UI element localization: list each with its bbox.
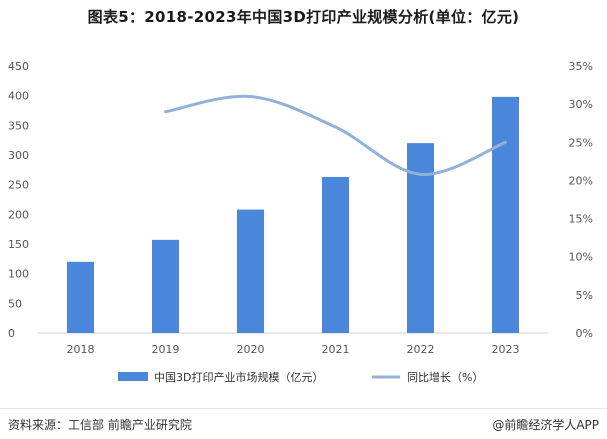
- legend-line-label: 同比增长（%）: [407, 370, 483, 384]
- x-tick-label: 2022: [407, 343, 435, 356]
- left-tick-label: 0: [8, 327, 15, 340]
- source-note: 资料来源：工信部 前瞻产业研究院: [8, 418, 192, 432]
- x-tick-label: 2018: [67, 343, 95, 356]
- x-axis-ticks: 2018 2019 2020 2021 2022 2023: [67, 343, 520, 356]
- bar: [237, 209, 264, 333]
- bar: [492, 96, 519, 333]
- bar: [67, 261, 94, 333]
- line-series: [164, 94, 507, 176]
- chart-title: 图表5：2018-2023年中国3D打印产业规模分析(单位：亿元): [87, 8, 520, 26]
- left-tick-label: 200: [8, 208, 29, 221]
- right-tick-label: 30%: [569, 98, 593, 111]
- x-tick-label: 2019: [152, 343, 180, 356]
- x-tick-label: 2021: [322, 343, 350, 356]
- right-axis-ticks: 0% 5% 10% 15% 20% 25% 30% 35%: [569, 60, 593, 340]
- right-tick-label: 35%: [569, 60, 593, 73]
- legend: 中国3D打印产业市场规模（亿元） 同比增长（%）: [118, 370, 483, 384]
- right-tick-label: 25%: [569, 136, 593, 149]
- left-tick-label: 50: [8, 297, 22, 310]
- left-tick-label: 150: [8, 238, 29, 251]
- right-tick-label: 20%: [569, 174, 593, 187]
- right-tick-label: 10%: [569, 251, 593, 264]
- growth-line: [164, 94, 507, 176]
- bar-series: [67, 96, 519, 333]
- bar: [322, 176, 349, 333]
- combo-chart: 0 50 100 150 200 250 300 350 400 450 0% 5% 10% 15% 20…: [8, 60, 593, 384]
- x-tick-label: 2020: [237, 343, 265, 356]
- legend-bar-swatch: [118, 372, 148, 381]
- x-tick-label: 2023: [492, 343, 520, 356]
- bar: [152, 239, 179, 333]
- left-axis-ticks: 0 50 100 150 200 250 300 350 400 450: [8, 60, 29, 340]
- left-tick-label: 400: [8, 90, 29, 103]
- left-tick-label: 100: [8, 268, 29, 281]
- footer: 资料来源：工信部 前瞻产业研究院 @前瞻经济学人APP: [0, 408, 607, 439]
- left-tick-label: 250: [8, 179, 29, 192]
- right-tick-label: 5%: [576, 289, 593, 302]
- left-tick-label: 300: [8, 149, 29, 162]
- right-tick-label: 15%: [569, 213, 593, 226]
- left-tick-label: 450: [8, 60, 29, 73]
- legend-bar-label: 中国3D打印产业市场规模（亿元）: [154, 370, 323, 384]
- left-tick-label: 350: [8, 119, 29, 132]
- brand-credit: @前瞻经济学人APP: [492, 418, 599, 432]
- right-tick-label: 0%: [576, 327, 593, 340]
